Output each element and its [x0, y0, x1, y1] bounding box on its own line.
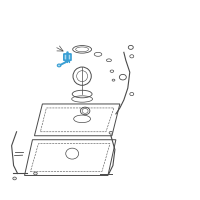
Ellipse shape [57, 64, 61, 67]
Ellipse shape [34, 172, 37, 175]
FancyBboxPatch shape [64, 54, 71, 60]
Ellipse shape [109, 131, 113, 134]
Ellipse shape [13, 177, 16, 180]
